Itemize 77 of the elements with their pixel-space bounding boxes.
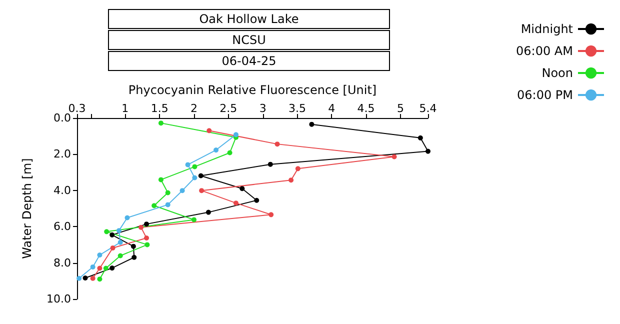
point	[97, 252, 102, 258]
point	[227, 150, 232, 156]
point	[97, 276, 102, 282]
x-tick-label: 5	[396, 102, 404, 115]
point	[118, 253, 123, 258]
legend-label: 06:00 AM	[516, 44, 573, 58]
point	[90, 276, 96, 281]
point	[118, 240, 123, 245]
x-tick-label: 2.5	[220, 102, 238, 115]
point	[426, 148, 430, 154]
x-tick-label: 4	[328, 102, 336, 115]
point	[206, 128, 212, 134]
point	[130, 244, 136, 249]
x-tick-label: 3.5	[288, 102, 306, 115]
chart-subtitle: NCSU	[108, 30, 390, 50]
x-axis-title: Phycocyanin Relative Fluorescence [Unit]	[128, 83, 377, 97]
point	[206, 210, 211, 215]
point	[214, 148, 219, 153]
text: 06-04-25	[108, 51, 390, 71]
y-tick-label: 6.0	[54, 220, 71, 234]
point	[274, 142, 280, 147]
legend-label: Noon	[542, 66, 573, 80]
y-tick-label: 8.0	[54, 256, 71, 270]
point	[82, 276, 88, 281]
x-tick-label: 2	[190, 102, 198, 115]
point	[132, 254, 137, 260]
point	[158, 120, 164, 126]
legend-label: 06:00 PM	[517, 88, 573, 102]
point	[295, 166, 300, 172]
y-tick-label: 0.0	[54, 112, 71, 124]
point	[103, 266, 108, 271]
x-tick-label: 1.5	[150, 102, 168, 115]
point	[110, 232, 115, 238]
point	[144, 242, 150, 248]
point	[268, 212, 274, 218]
point	[240, 186, 245, 192]
point	[185, 162, 190, 168]
point	[144, 222, 150, 227]
point	[110, 245, 116, 250]
point	[233, 200, 238, 206]
point	[110, 266, 115, 271]
point	[198, 173, 204, 178]
y-tick-label: 10.0	[46, 292, 71, 306]
point	[152, 203, 157, 208]
x-tick-label: 4.5	[357, 102, 375, 115]
point	[158, 177, 164, 182]
y-tick-label: 4.0	[54, 184, 71, 197]
point	[192, 175, 198, 180]
point	[268, 162, 273, 167]
point	[233, 132, 238, 138]
point	[192, 164, 198, 170]
point	[165, 202, 170, 208]
x-tick-label: 0.3	[68, 102, 86, 115]
point	[165, 190, 170, 196]
x-tick-label: 1	[122, 102, 129, 115]
point	[288, 178, 294, 183]
point	[76, 276, 82, 281]
point	[90, 264, 96, 270]
point	[309, 122, 314, 127]
point	[124, 215, 130, 220]
point	[138, 224, 144, 230]
point	[116, 228, 122, 234]
point	[180, 188, 185, 194]
point	[104, 229, 110, 234]
point	[392, 154, 397, 160]
legend-label: Midnight	[520, 22, 574, 36]
point	[144, 236, 150, 240]
y-tick-label: 2.0	[54, 148, 71, 161]
point	[199, 188, 204, 194]
x-tick-label: 3	[259, 102, 266, 115]
chart-title: Oak Hollow Lake	[108, 9, 390, 29]
y-axis-title: Water Depth [m]	[20, 158, 34, 259]
point	[192, 217, 196, 222]
point	[418, 135, 423, 140]
x-tick-label: 5.4	[419, 102, 437, 115]
point	[254, 198, 260, 203]
point	[97, 266, 102, 271]
